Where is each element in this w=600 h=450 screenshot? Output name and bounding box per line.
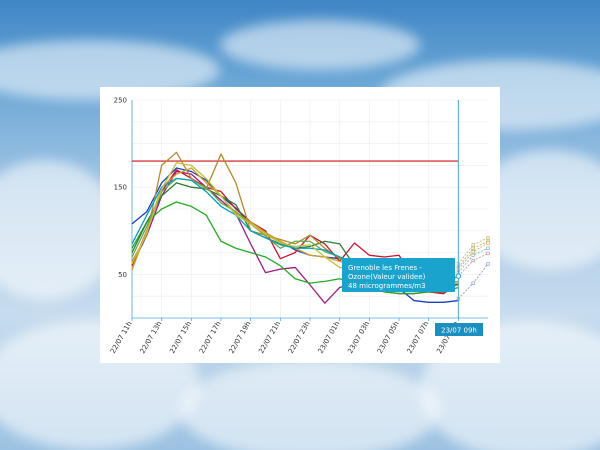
series-lines bbox=[131, 151, 490, 304]
crosshair-x-label: 23/07 09h bbox=[435, 323, 483, 336]
chart-panel: 50 150 250 22/07 11h 22/07 13h 22/07 15h 22/07… bbox=[100, 87, 500, 363]
series-line-12 bbox=[457, 240, 489, 268]
series-point bbox=[471, 243, 475, 247]
series-point bbox=[471, 281, 475, 285]
series-line-16 bbox=[458, 263, 489, 300]
crosshair-label-text: 23/07 09h bbox=[441, 327, 477, 335]
hovered-point bbox=[455, 273, 462, 279]
tooltip-line-2: Ozone(Valeur validee) bbox=[348, 273, 426, 281]
series-point bbox=[486, 236, 490, 240]
series-point bbox=[471, 253, 475, 257]
x-tick-label: 23/07 05h bbox=[376, 320, 401, 355]
x-tick-label: 22/07 21h bbox=[257, 320, 282, 355]
x-tick-label: 23/07 07h bbox=[406, 320, 431, 355]
tooltip-line-1: Grenoble les Frenes - bbox=[348, 264, 422, 272]
crosshair bbox=[455, 100, 462, 318]
series-point bbox=[471, 250, 475, 254]
x-tick-label: 22/07 23h bbox=[287, 320, 312, 355]
y-tick-label: 50 bbox=[118, 271, 127, 279]
x-tick-label: 23/07 03h bbox=[346, 320, 371, 355]
crosshair-label-background bbox=[435, 323, 483, 336]
x-tick-label: 22/07 11h bbox=[109, 320, 134, 355]
series-point bbox=[486, 251, 490, 256]
series-point bbox=[486, 262, 490, 266]
tooltip-line-3: 48 microgrammes/m3 bbox=[348, 282, 426, 290]
y-tick-label: 250 bbox=[114, 97, 127, 105]
x-tick-label: 22/07 15h bbox=[168, 320, 193, 355]
x-tick-label: 22/07 19h bbox=[228, 320, 253, 355]
x-tick-label: 23/07 01h bbox=[317, 320, 342, 355]
y-tick-label: 150 bbox=[114, 184, 127, 192]
series-line-4 bbox=[131, 201, 459, 295]
x-tick-label: 22/07 13h bbox=[139, 320, 164, 355]
series-point bbox=[486, 241, 490, 245]
series-point bbox=[471, 258, 475, 263]
data-tooltip: Grenoble les Frenes - Ozone(Valeur valid… bbox=[342, 258, 455, 292]
series-point bbox=[471, 246, 475, 250]
series-line-15 bbox=[458, 253, 489, 277]
tooltip-background bbox=[342, 258, 455, 292]
x-tick-label: 22/07 17h bbox=[198, 320, 223, 355]
series-point bbox=[486, 246, 490, 250]
series-line-11 bbox=[457, 237, 489, 265]
